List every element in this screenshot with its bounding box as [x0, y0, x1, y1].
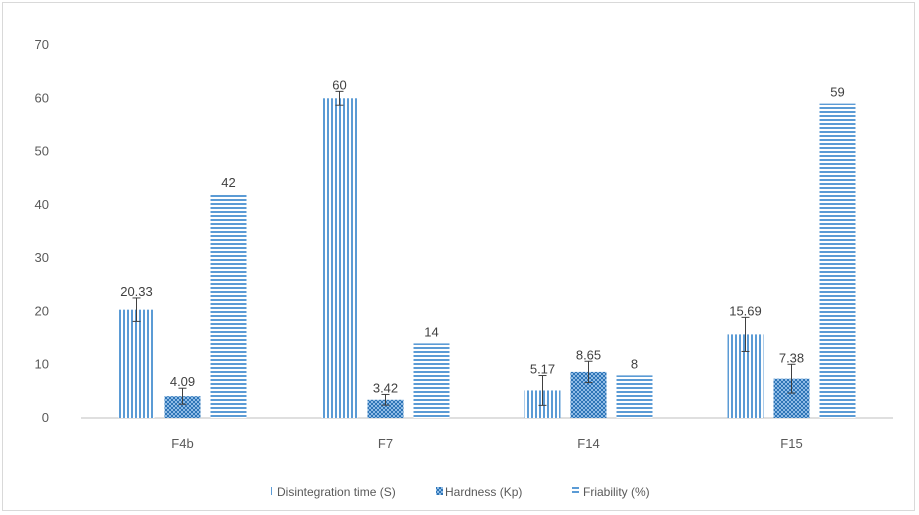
data-label-f14-series-3: 8	[631, 356, 638, 371]
bar-chart: 0 10 20 30 40 50 60 70 20.33 4.09 42 60 3.42 14 5.17 8…	[35, 37, 893, 499]
bars-group: 20.33 4.09 42 60 3.42 14 5.17 8.65 8 15.69 7.38 59	[118, 77, 856, 419]
bar-f7-series-1	[321, 98, 358, 419]
error-bar-f7-series-2	[381, 393, 390, 406]
bar-f4b-series-2	[164, 396, 201, 418]
data-label-f14-series-2: 8.65	[576, 347, 601, 362]
data-label-f4b-series-3: 42	[221, 175, 235, 190]
data-label-f15-series-1: 15.69	[729, 303, 762, 318]
data-label-f7-series-2: 3.42	[373, 380, 398, 395]
error-bar-f7-series-1	[335, 90, 344, 106]
y-tick-label-60: 60	[35, 90, 49, 105]
error-bar-f14-series-1	[538, 375, 547, 406]
x-axis-labels: F4b F7 F14 F15	[171, 436, 802, 451]
y-tick-label-20: 20	[35, 303, 49, 318]
x-tick-label-f7: F7	[378, 436, 393, 451]
bar-f7-series-3	[413, 343, 450, 418]
error-bar-f15-series-1	[741, 316, 750, 352]
data-label-f7-series-1: 60	[332, 77, 346, 92]
bar-f4b-series-3	[210, 194, 247, 418]
bar-f7-series-2	[367, 399, 404, 418]
bar-f4b-series-1	[118, 309, 155, 418]
y-tick-label-0: 0	[42, 410, 49, 425]
x-tick-label-f4b: F4b	[171, 436, 193, 451]
y-tick-label-40: 40	[35, 197, 49, 212]
x-tick-label-f15: F15	[780, 436, 802, 451]
x-tick-label-f14: F14	[577, 436, 599, 451]
y-tick-label-30: 30	[35, 250, 49, 265]
data-label-f7-series-3: 14	[424, 324, 438, 339]
y-tick-label-50: 50	[35, 144, 49, 159]
bar-f15-series-3	[819, 103, 856, 418]
legend-label-series-3: Friability (%)	[583, 485, 650, 499]
error-bar-f4b-series-1	[132, 297, 141, 322]
legend: Disintegration time (S) Hardness (Kp) Fria…	[269, 485, 650, 499]
legend-label-series-1: Disintegration time (S)	[277, 485, 396, 499]
error-bar-f15-series-2	[787, 363, 796, 394]
legend-label-series-2: Hardness (Kp)	[445, 485, 522, 499]
y-tick-label-10: 10	[35, 357, 49, 372]
data-label-f4b-series-1: 20.33	[120, 284, 153, 299]
y-tick-label-70: 70	[35, 37, 49, 52]
y-axis-labels: 0 10 20 30 40 50 60 70	[35, 37, 49, 425]
legend-swatch-series-3	[572, 487, 579, 495]
data-label-f15-series-3: 59	[830, 85, 844, 100]
error-bar-f4b-series-2	[178, 387, 187, 405]
legend-swatch-series-1	[269, 487, 272, 495]
data-label-f4b-series-2: 4.09	[170, 374, 195, 389]
bar-f14-series-3	[616, 375, 653, 418]
legend-swatch-series-2	[436, 487, 443, 495]
data-label-f14-series-1: 5.17	[530, 362, 555, 377]
error-bar-f14-series-2	[584, 360, 593, 384]
data-label-f15-series-2: 7.38	[779, 350, 804, 365]
